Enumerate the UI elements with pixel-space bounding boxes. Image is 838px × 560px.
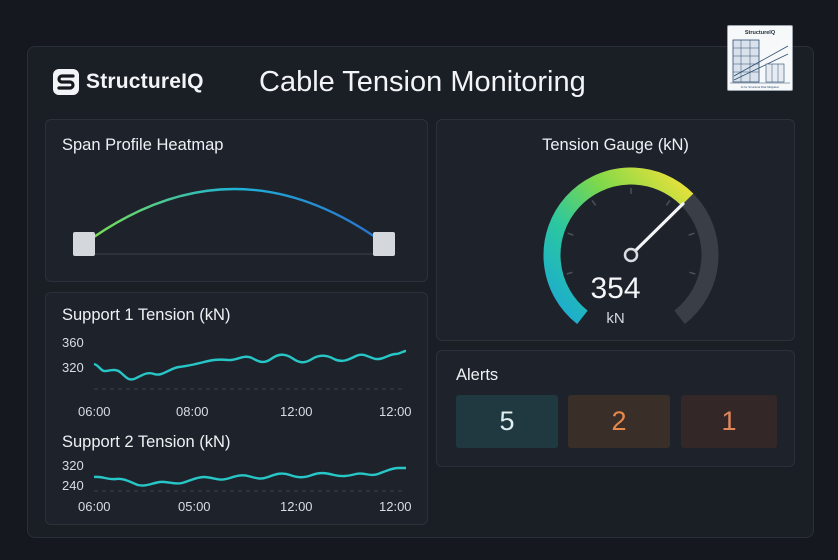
support-1-line-chart[interactable] [46,293,427,524]
support-1-y-tick: 320 [62,360,84,375]
alert-count-warning[interactable]: 2 [568,395,670,448]
gauge-tick-mark [688,232,695,236]
support-2-anchor[interactable] [373,232,395,256]
page-title: Cable Tension Monitoring [259,66,586,98]
support-1-x-tick: 06:00 [78,404,111,419]
span-profile-panel: Span Profile Heatmap [45,119,428,282]
cable-curve [83,187,386,245]
thumbnail-title: StructureIQ [745,30,776,36]
support-2-series-line [93,466,406,487]
support-2-y-tick: 320 [62,458,84,473]
building-illustration-icon: StructureIQ AI for Structural Risk Mitig… [730,30,790,89]
span-profile-heatmap[interactable] [46,120,427,281]
support-tension-panel: Support 1 Tension (kN) 360 320 06:00 08:… [45,292,428,525]
brand-name: StructureIQ [86,70,204,93]
brand[interactable]: StructureIQ [52,68,204,96]
support-1-title: Support 1 Tension (kN) [62,306,231,324]
gauge-hub [623,247,639,263]
tension-gauge[interactable] [437,120,794,340]
support-2-x-tick: 06:00 [78,499,111,514]
support-2-x-tick: 12:00 [280,499,313,514]
gauge-value: 354 [590,272,641,305]
support-1-y-tick: 360 [62,335,84,350]
thumbnail-image[interactable]: StructureIQ AI for Structural Risk Mitig… [727,25,793,91]
gauge-unit: kN [606,310,625,327]
support-1-x-tick: 08:00 [176,404,209,419]
gauge-tick-mark [689,271,696,275]
alerts-title: Alerts [456,366,499,384]
span-profile-title: Span Profile Heatmap [62,136,224,154]
gauge-tick-mark [567,232,574,236]
support-2-line-chart[interactable] [46,293,427,524]
support-2-title: Support 2 Tension (kN) [62,433,231,451]
gauge-needle [629,202,685,257]
support-1-series-line [93,349,407,381]
support-1-x-tick: 12:00 [280,404,313,419]
support-1-x-tick: 12:00 [379,404,412,419]
support-2-x-tick: 12:00 [379,499,412,514]
alert-count-info[interactable]: 5 [456,395,558,448]
support-2-x-tick: 05:00 [178,499,211,514]
structureiq-logo-icon [53,69,79,95]
support-1-anchor[interactable] [73,232,95,256]
support-2-y-tick: 240 [62,478,84,493]
gauge-title: Tension Gauge (kN) [542,136,689,154]
gauge-tick-mark [665,200,671,206]
gauge-ticks [566,188,696,275]
gauge-tick-mark [566,271,573,275]
gauge-panel: Tension Gauge (kN) 354 kN [436,119,795,341]
gauge-tick-mark [591,200,597,206]
gauge-fill [543,167,694,324]
thumbnail-caption: AI for Structural Risk Mitigation [741,85,780,89]
alert-count-critical[interactable]: 1 [681,395,777,448]
